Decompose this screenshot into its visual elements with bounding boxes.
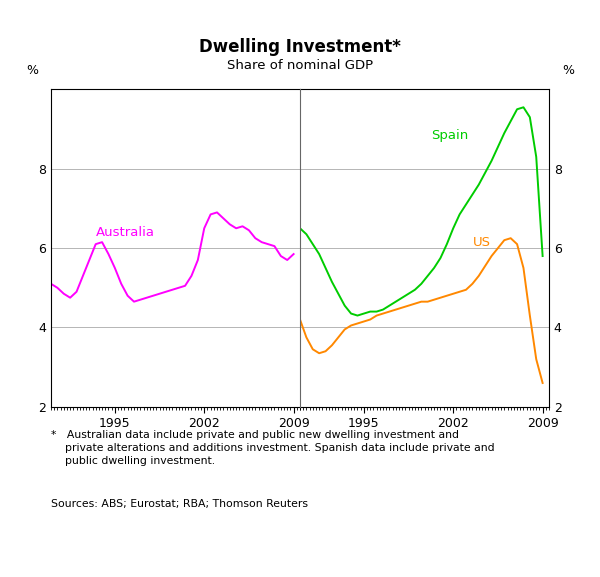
Text: Sources: ABS; Eurostat; RBA; Thomson Reuters: Sources: ABS; Eurostat; RBA; Thomson Reu… — [51, 499, 308, 509]
Text: US: US — [472, 236, 490, 249]
Text: %: % — [562, 63, 574, 77]
Text: *   Australian data include private and public new dwelling investment and
    p: * Australian data include private and pu… — [51, 430, 494, 466]
Text: %: % — [26, 63, 38, 77]
Text: Share of nominal GDP: Share of nominal GDP — [227, 59, 373, 72]
Text: Australia: Australia — [95, 226, 155, 239]
Text: Spain: Spain — [431, 129, 469, 142]
Text: Dwelling Investment*: Dwelling Investment* — [199, 38, 401, 55]
